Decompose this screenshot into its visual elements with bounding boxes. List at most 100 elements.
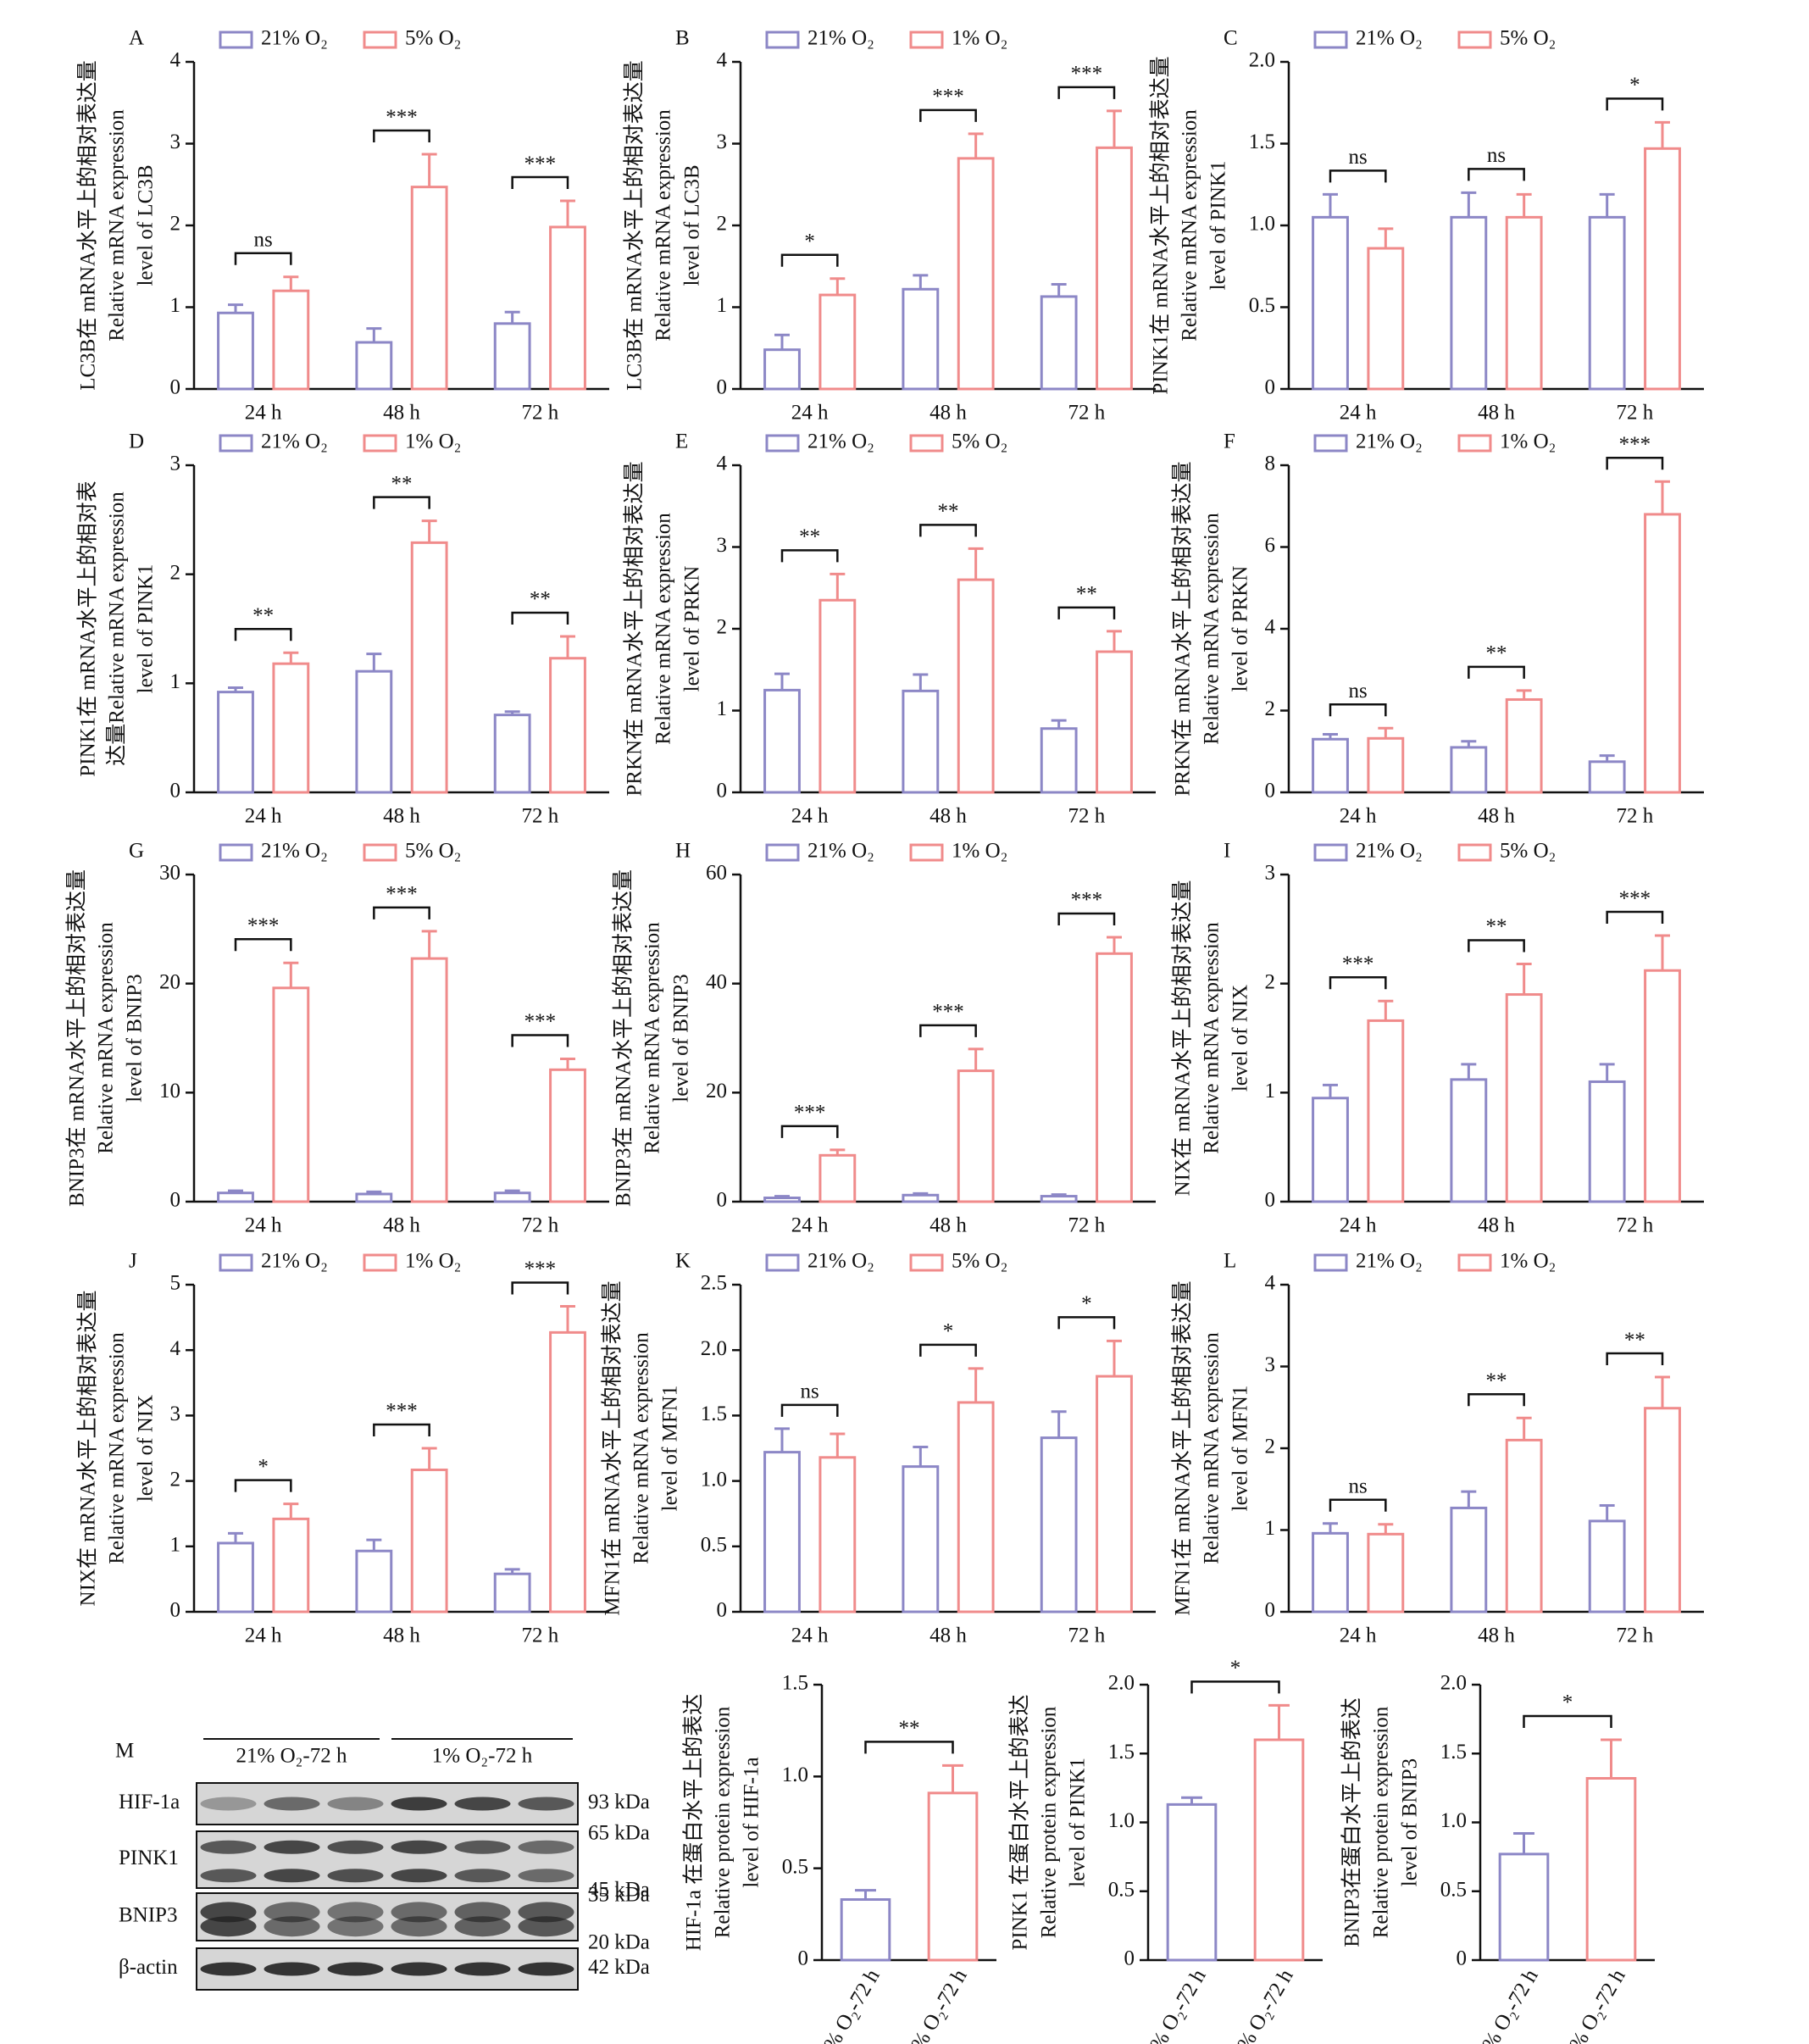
error-bar xyxy=(283,1502,299,1519)
significance-label: * xyxy=(1629,74,1640,97)
bar xyxy=(1505,993,1543,1203)
y-tick-label: 1 xyxy=(717,294,728,317)
bar xyxy=(549,225,586,391)
significance-label: * xyxy=(804,230,815,253)
y-axis-label: PRKN在 mRNA水平上的相对表达量 xyxy=(623,461,646,796)
significance-bracket xyxy=(1468,1393,1525,1407)
error-bar xyxy=(1461,1490,1477,1508)
error-bar xyxy=(1051,1410,1067,1438)
panel-label: H xyxy=(675,840,691,863)
bar xyxy=(1588,215,1626,391)
blot-strip xyxy=(196,1782,579,1825)
legend-label: 1% O₂ xyxy=(952,27,1007,50)
x-tick-label: 48 h xyxy=(1478,1625,1515,1647)
error-bar xyxy=(774,1427,790,1452)
significance-bracket xyxy=(780,549,839,563)
y-axis-label: 达量Relative mRNA expression xyxy=(105,492,129,766)
error-bar xyxy=(1599,1063,1615,1082)
bar xyxy=(957,157,995,391)
legend-label: 1% O₂ xyxy=(405,1250,461,1273)
significance-bracket xyxy=(1329,703,1387,717)
error-bar xyxy=(228,686,243,692)
bar xyxy=(1644,147,1681,391)
y-tick-label: 1 xyxy=(170,294,181,317)
y-axis-label: level of BNIP3 xyxy=(670,974,693,1102)
bar xyxy=(1312,1531,1349,1614)
bar xyxy=(1505,215,1543,391)
x-tick-label: 48 h xyxy=(383,402,420,425)
x-tick-label: 48 h xyxy=(929,1625,967,1647)
error-bar xyxy=(1268,1703,1290,1740)
row-label: β-actin xyxy=(119,1956,178,1979)
error-bar xyxy=(830,1432,846,1458)
blot-band xyxy=(454,1869,511,1883)
y-tick-label: 4 xyxy=(170,1337,181,1360)
legend-label: 5% O₂ xyxy=(952,430,1007,453)
y-axis-label: Relative protein expression xyxy=(1038,1706,1061,1938)
bar xyxy=(927,1791,979,1962)
error-bar xyxy=(228,1531,243,1543)
y-tick-label: 3 xyxy=(1265,1353,1276,1376)
y-axis-label: level of PINK1 xyxy=(135,564,158,694)
x-tick-label: 24 h xyxy=(791,1625,829,1647)
error-bar xyxy=(1461,740,1477,747)
significance-bracket xyxy=(1468,168,1525,181)
bar xyxy=(957,1069,995,1203)
error-bar xyxy=(283,961,299,988)
bar xyxy=(1040,727,1078,794)
y-tick-label: 1.0 xyxy=(1249,213,1275,236)
bar xyxy=(272,986,310,1203)
significance-label: ** xyxy=(530,588,551,611)
error-bar xyxy=(421,1447,437,1470)
bar xyxy=(1312,737,1349,794)
blot-band xyxy=(200,1962,257,1976)
x-tick-label: 24 h xyxy=(245,1625,282,1647)
bar xyxy=(1040,1195,1078,1203)
significance-bracket xyxy=(864,1741,954,1754)
legend-label: 5% O₂ xyxy=(952,1250,1007,1273)
legend-label: 21% O₂ xyxy=(1356,430,1423,453)
significance-label: ** xyxy=(899,1717,920,1740)
error-bar xyxy=(1051,282,1067,297)
panel-label: I xyxy=(1224,840,1230,863)
x-tick-label: 24 h xyxy=(1340,402,1377,425)
legend-label: 5% O₂ xyxy=(1500,27,1556,50)
x-tick-label: 24 h xyxy=(245,805,282,828)
y-tick-label: 4 xyxy=(717,453,728,475)
bar xyxy=(355,1549,393,1614)
x-tick-label: 21% O₂-72 h xyxy=(1135,1965,1211,2044)
legend-label: 1% O₂ xyxy=(1500,430,1556,453)
significance-label: ** xyxy=(1624,1329,1645,1352)
significance-label: ** xyxy=(938,500,959,523)
error-bar xyxy=(1516,689,1532,700)
y-tick-label: 0 xyxy=(1265,376,1276,399)
y-tick-label: 20 xyxy=(159,970,180,993)
error-bar xyxy=(968,547,984,580)
blot-band xyxy=(391,1869,447,1883)
bar xyxy=(763,1196,801,1203)
y-axis-label: level of NIX xyxy=(1229,985,1252,1091)
bar xyxy=(217,691,254,794)
error-bar xyxy=(1655,934,1670,971)
error-bar xyxy=(1599,192,1615,218)
error-bar xyxy=(560,1304,575,1333)
y-tick-label: 0 xyxy=(717,376,728,399)
bar xyxy=(1096,952,1133,1203)
y-tick-label: 2 xyxy=(717,213,728,236)
significance-label: *** xyxy=(1619,887,1651,910)
error-bar xyxy=(1599,754,1615,762)
y-axis-label: PINK1在 mRNA水平上的相对表达量 xyxy=(1149,56,1173,394)
bar xyxy=(818,598,857,794)
significance-bracket xyxy=(1606,1352,1664,1366)
y-tick-label: 4 xyxy=(717,49,728,72)
significance-label: ** xyxy=(391,472,413,495)
x-tick-label: 72 h xyxy=(521,805,558,828)
y-tick-label: 1 xyxy=(170,1534,181,1557)
bar xyxy=(1450,1506,1488,1614)
blot-band xyxy=(200,1840,257,1854)
bar xyxy=(902,287,940,391)
legend-swatch xyxy=(1313,31,1348,49)
y-axis-label: PRKN在 mRNA水平上的相对表达量 xyxy=(1171,461,1195,796)
significance-bracket xyxy=(234,1479,292,1492)
legend-swatch xyxy=(1313,434,1348,453)
